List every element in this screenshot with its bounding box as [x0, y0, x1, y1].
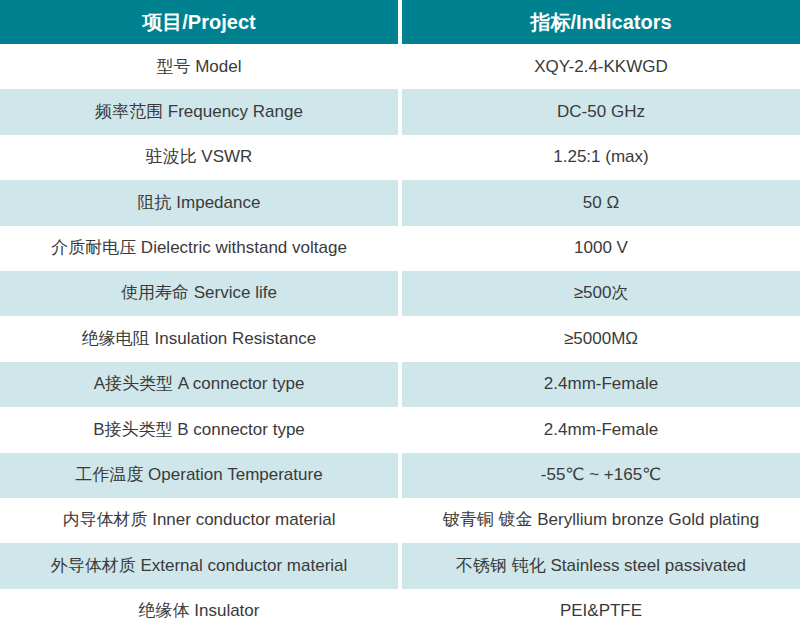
table-row-operation-temperature: 工作温度 Operation Temperature -55℃ ~ +165℃: [0, 453, 800, 498]
table-row-service-life: 使用寿命 Service life ≥500次: [0, 271, 800, 316]
table-row-external-conductor-material: 外导体材质 External conductor material 不锈钢 钝化…: [0, 543, 800, 588]
indicator-cell: 50 Ω: [402, 180, 800, 225]
indicator-cell: 铍青铜 镀金 Beryllium bronze Gold plating: [402, 498, 800, 543]
indicator-cell: XQY-2.4-KKWGD: [402, 44, 800, 89]
project-cell: 内导体材质 Inner conductor material: [0, 498, 398, 543]
table-row-insulation-resistance: 绝缘电阻 Insulation Resistance ≥5000MΩ: [0, 316, 800, 361]
table-row-dielectric-voltage: 介质耐电压 Dielectric withstand voltage 1000 …: [0, 226, 800, 271]
project-cell: B接头类型 B connector type: [0, 407, 398, 452]
spec-table: 项目/Project 指标/Indicators 型号 Model XQY-2.…: [0, 0, 800, 634]
table-row-insulator: 绝缘体 Insulator PEI&PTFE: [0, 589, 800, 634]
table-row-a-connector-type: A接头类型 A connector type 2.4mm-Female: [0, 362, 800, 407]
table-row-vswr: 驻波比 VSWR 1.25:1 (max): [0, 135, 800, 180]
indicator-cell: DC-50 GHz: [402, 89, 800, 134]
indicator-cell: 不锈钢 钝化 Stainless steel passivated: [402, 543, 800, 588]
indicator-cell: 1.25:1 (max): [402, 135, 800, 180]
table-row-inner-conductor-material: 内导体材质 Inner conductor material 铍青铜 镀金 Be…: [0, 498, 800, 543]
indicator-cell: 1000 V: [402, 226, 800, 271]
project-cell: 阻抗 Impedance: [0, 180, 398, 225]
indicator-cell: PEI&PTFE: [402, 589, 800, 634]
table-row-model: 型号 Model XQY-2.4-KKWGD: [0, 44, 800, 89]
header-cell-project: 项目/Project: [0, 0, 398, 44]
project-cell: 型号 Model: [0, 44, 398, 89]
header-cell-indicators: 指标/Indicators: [402, 0, 800, 44]
indicator-cell: ≥5000MΩ: [402, 316, 800, 361]
project-cell: A接头类型 A connector type: [0, 362, 398, 407]
project-cell: 外导体材质 External conductor material: [0, 543, 398, 588]
project-cell: 使用寿命 Service life: [0, 271, 398, 316]
project-cell: 驻波比 VSWR: [0, 135, 398, 180]
project-cell: 绝缘电阻 Insulation Resistance: [0, 316, 398, 361]
table-row-frequency-range: 频率范围 Frequency Range DC-50 GHz: [0, 89, 800, 134]
project-cell: 绝缘体 Insulator: [0, 589, 398, 634]
indicator-cell: 2.4mm-Female: [402, 362, 800, 407]
table-header-row: 项目/Project 指标/Indicators: [0, 0, 800, 44]
indicator-cell: 2.4mm-Female: [402, 407, 800, 452]
indicator-cell: ≥500次: [402, 271, 800, 316]
table-row-b-connector-type: B接头类型 B connector type 2.4mm-Female: [0, 407, 800, 452]
project-cell: 介质耐电压 Dielectric withstand voltage: [0, 226, 398, 271]
project-cell: 频率范围 Frequency Range: [0, 89, 398, 134]
project-cell: 工作温度 Operation Temperature: [0, 453, 398, 498]
table-row-impedance: 阻抗 Impedance 50 Ω: [0, 180, 800, 225]
indicator-cell: -55℃ ~ +165℃: [402, 453, 800, 498]
